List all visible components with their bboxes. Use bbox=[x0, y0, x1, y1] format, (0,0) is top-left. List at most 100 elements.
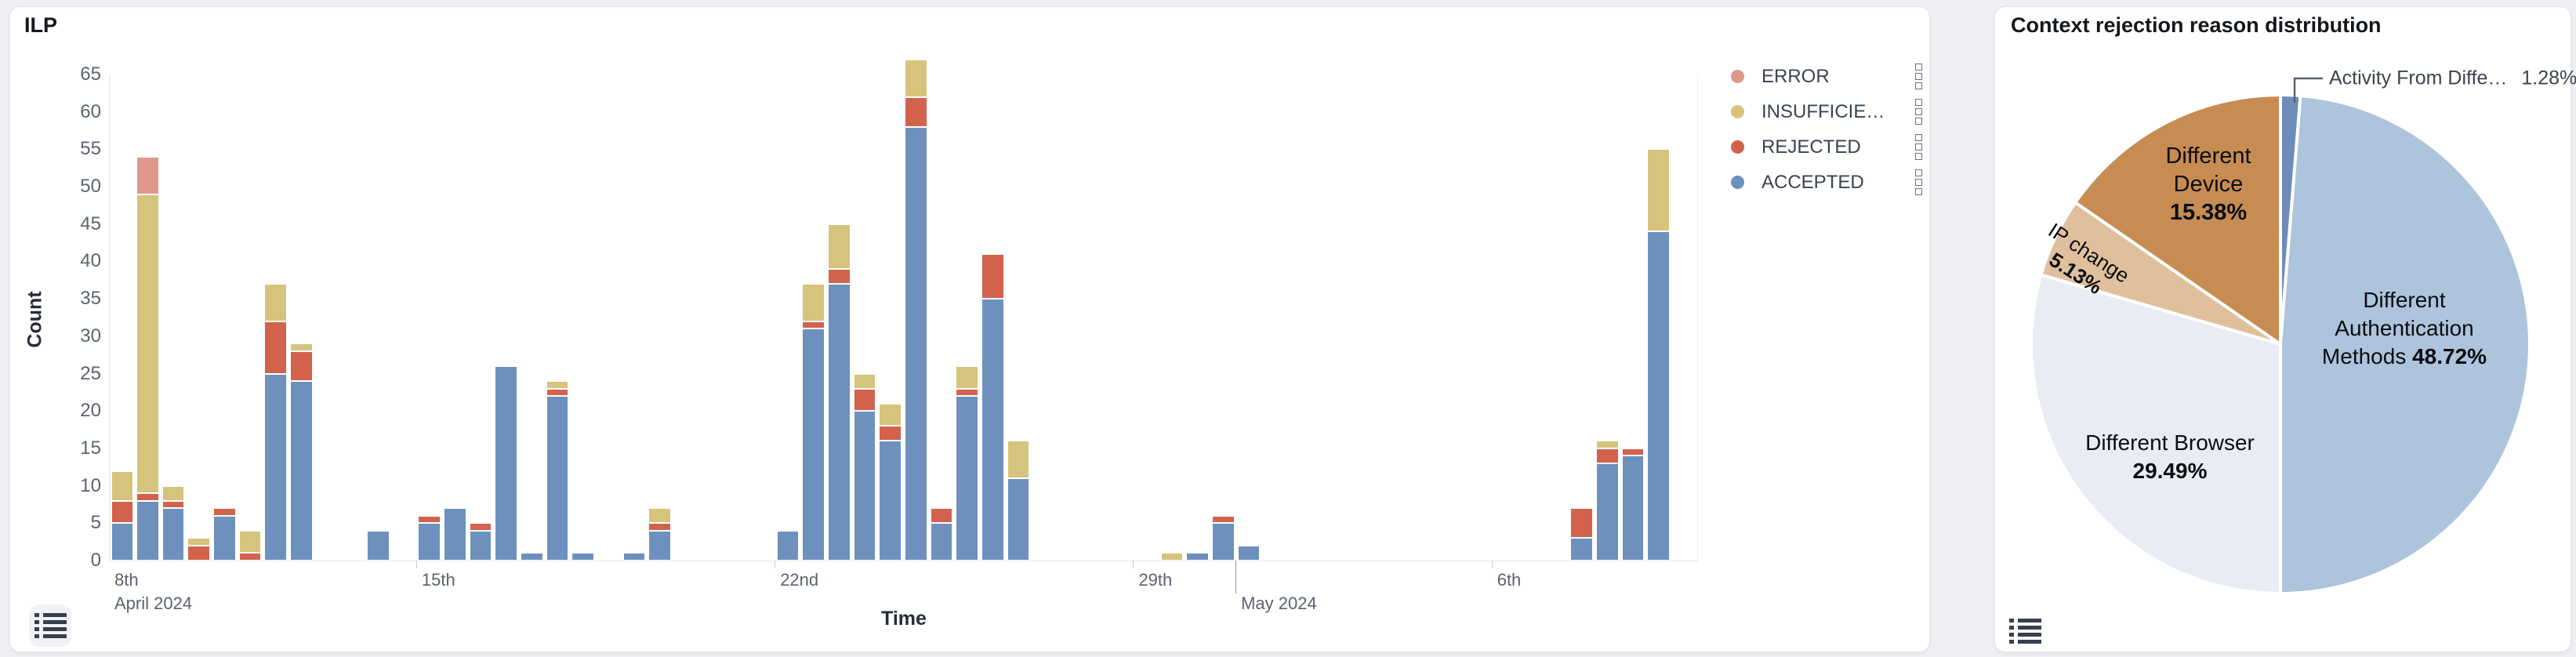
pie-slice-different-authentication-methods[interactable] bbox=[2279, 94, 2531, 595]
bar-segment-accepted[interactable] bbox=[546, 396, 569, 561]
bar-segment-rejected[interactable] bbox=[802, 321, 825, 329]
bar-segment-rejected[interactable] bbox=[136, 493, 159, 501]
bar-segment-accepted[interactable] bbox=[981, 299, 1004, 561]
bar-segment-accepted[interactable] bbox=[111, 523, 134, 561]
x-axis-title: Time bbox=[881, 608, 927, 630]
bar-segment-accepted[interactable] bbox=[853, 411, 876, 561]
x-axis-tick-label: 15th bbox=[421, 570, 455, 590]
bar-segment-accepted[interactable] bbox=[1237, 545, 1261, 561]
bar-segment-rejected[interactable] bbox=[981, 253, 1004, 299]
bar-segment-rejected[interactable] bbox=[469, 523, 492, 531]
bar-segment-insufficient[interactable] bbox=[111, 470, 134, 501]
bar-segment-accepted[interactable] bbox=[828, 284, 851, 561]
bar-segment-accepted[interactable] bbox=[161, 508, 185, 561]
bar-segment-rejected[interactable] bbox=[111, 500, 134, 524]
legend-label: REJECTED bbox=[1761, 136, 1861, 158]
bar-segment-insufficient[interactable] bbox=[187, 538, 211, 546]
bar-segment-rejected[interactable] bbox=[1570, 508, 1593, 539]
bar-segment-accepted[interactable] bbox=[1186, 553, 1209, 561]
bar-segment-accepted[interactable] bbox=[571, 553, 595, 561]
bar-segment-accepted[interactable] bbox=[521, 553, 543, 561]
bar-segment-accepted[interactable] bbox=[956, 396, 978, 561]
bar-segment-rejected[interactable] bbox=[648, 523, 672, 531]
bar-segment-rejected[interactable] bbox=[187, 545, 211, 561]
pie-slice-different-device[interactable] bbox=[2073, 93, 2282, 346]
bar-segment-insufficient[interactable] bbox=[238, 530, 262, 554]
panel-ilp: ILP Count 0 5 10 15 20 25 30 35 40 45 50 55 60 65 8th… bbox=[9, 6, 1930, 652]
bar-segment-insufficient[interactable] bbox=[828, 223, 851, 269]
bar-segment-accepted[interactable] bbox=[905, 126, 927, 561]
bar-segment-rejected[interactable] bbox=[213, 508, 236, 516]
bar-segment-insufficient[interactable] bbox=[161, 485, 185, 501]
bar-segment-rejected[interactable] bbox=[290, 350, 313, 382]
legend-item-rejected[interactable]: REJECTED bbox=[1731, 129, 1925, 165]
bar-segment-rejected[interactable] bbox=[956, 388, 978, 397]
bar-segment-accepted[interactable] bbox=[367, 530, 390, 561]
bar-segment-insufficient[interactable] bbox=[853, 373, 876, 389]
bar-segment-insufficient[interactable] bbox=[956, 366, 978, 389]
bar-segment-rejected[interactable] bbox=[546, 388, 569, 397]
bar-segment-accepted[interactable] bbox=[879, 441, 902, 561]
x-axis-tick-mark bbox=[1491, 561, 1493, 568]
bar-segment-insufficient[interactable] bbox=[905, 59, 927, 97]
legend-item-error[interactable]: ERROR bbox=[1731, 59, 1925, 94]
bar-segment-insufficient[interactable] bbox=[546, 381, 569, 389]
bar-segment-insufficient[interactable] bbox=[802, 284, 825, 321]
bar-segment-accepted[interactable] bbox=[648, 530, 672, 561]
bar-segment-error[interactable] bbox=[136, 156, 159, 194]
bar-segment-insufficient[interactable] bbox=[264, 284, 288, 321]
bar-segment-rejected[interactable] bbox=[264, 321, 288, 374]
bar-segment-rejected[interactable] bbox=[161, 500, 185, 509]
bar-segment-rejected[interactable] bbox=[879, 426, 902, 441]
bar-segment-rejected[interactable] bbox=[238, 553, 262, 561]
bar-segment-accepted[interactable] bbox=[1595, 463, 1619, 561]
legend-drag-handle-icon[interactable] bbox=[1912, 96, 1925, 128]
legend-drag-handle-icon[interactable] bbox=[1912, 166, 1925, 198]
bar-segment-accepted[interactable] bbox=[776, 530, 800, 561]
bar-segment-rejected[interactable] bbox=[418, 515, 441, 524]
bar-segment-accepted[interactable] bbox=[469, 530, 492, 561]
pie-slice-different-browser[interactable] bbox=[2030, 273, 2282, 595]
bar-segment-rejected[interactable] bbox=[905, 96, 927, 127]
bar-segment-rejected[interactable] bbox=[1621, 448, 1645, 456]
bar-segment-accepted[interactable] bbox=[213, 515, 236, 561]
bar-segment-insufficient[interactable] bbox=[648, 508, 672, 524]
bar-segment-accepted[interactable] bbox=[495, 366, 518, 561]
bar-segment-rejected[interactable] bbox=[853, 388, 876, 412]
bar-segment-accepted[interactable] bbox=[1211, 523, 1235, 561]
bar-segment-insufficient[interactable] bbox=[1160, 553, 1184, 561]
show-data-table-button[interactable] bbox=[29, 604, 71, 647]
legend-item-accepted[interactable]: ACCEPTED bbox=[1731, 165, 1925, 200]
bar-segment-rejected[interactable] bbox=[1595, 448, 1619, 463]
x-axis-tick-label: May 2024 bbox=[1241, 593, 1317, 613]
bar-segment-accepted[interactable] bbox=[802, 328, 825, 561]
bar-segment-accepted[interactable] bbox=[418, 523, 441, 561]
y-axis-tick-label: 15 bbox=[80, 437, 101, 459]
legend-label: INSUFFICIE… bbox=[1761, 100, 1885, 122]
bar-segment-accepted[interactable] bbox=[622, 553, 646, 561]
bar-segment-insufficient[interactable] bbox=[136, 194, 159, 494]
bar-segment-rejected[interactable] bbox=[930, 508, 953, 524]
bar-segment-accepted[interactable] bbox=[1621, 456, 1645, 561]
bar-segment-insufficient[interactable] bbox=[879, 403, 902, 427]
legend-drag-handle-icon[interactable] bbox=[1912, 60, 1925, 93]
bar-segment-rejected[interactable] bbox=[1211, 515, 1235, 524]
show-data-table-button[interactable] bbox=[2008, 615, 2042, 647]
bar-segment-insufficient[interactable] bbox=[1647, 149, 1670, 232]
bar-segment-insufficient[interactable] bbox=[290, 343, 313, 351]
bar-segment-accepted[interactable] bbox=[136, 500, 159, 561]
legend-item-insufficie[interactable]: INSUFFICIE… bbox=[1731, 94, 1925, 129]
bar-segment-accepted[interactable] bbox=[930, 523, 953, 561]
bar-segment-rejected[interactable] bbox=[828, 269, 851, 285]
chart-legend: ERROR INSUFFICIE… REJECTED ACCEPTED bbox=[1731, 59, 1925, 200]
y-axis-tick-label: 50 bbox=[80, 176, 101, 198]
bar-segment-accepted[interactable] bbox=[1647, 231, 1670, 561]
legend-drag-handle-icon[interactable] bbox=[1912, 131, 1925, 163]
bar-segment-accepted[interactable] bbox=[444, 508, 466, 561]
bar-segment-accepted[interactable] bbox=[264, 373, 288, 561]
bar-segment-accepted[interactable] bbox=[1570, 538, 1593, 561]
bar-segment-insufficient[interactable] bbox=[1595, 441, 1619, 448]
bar-segment-accepted[interactable] bbox=[1007, 478, 1030, 561]
bar-segment-accepted[interactable] bbox=[290, 381, 313, 561]
bar-segment-insufficient[interactable] bbox=[1007, 441, 1030, 479]
